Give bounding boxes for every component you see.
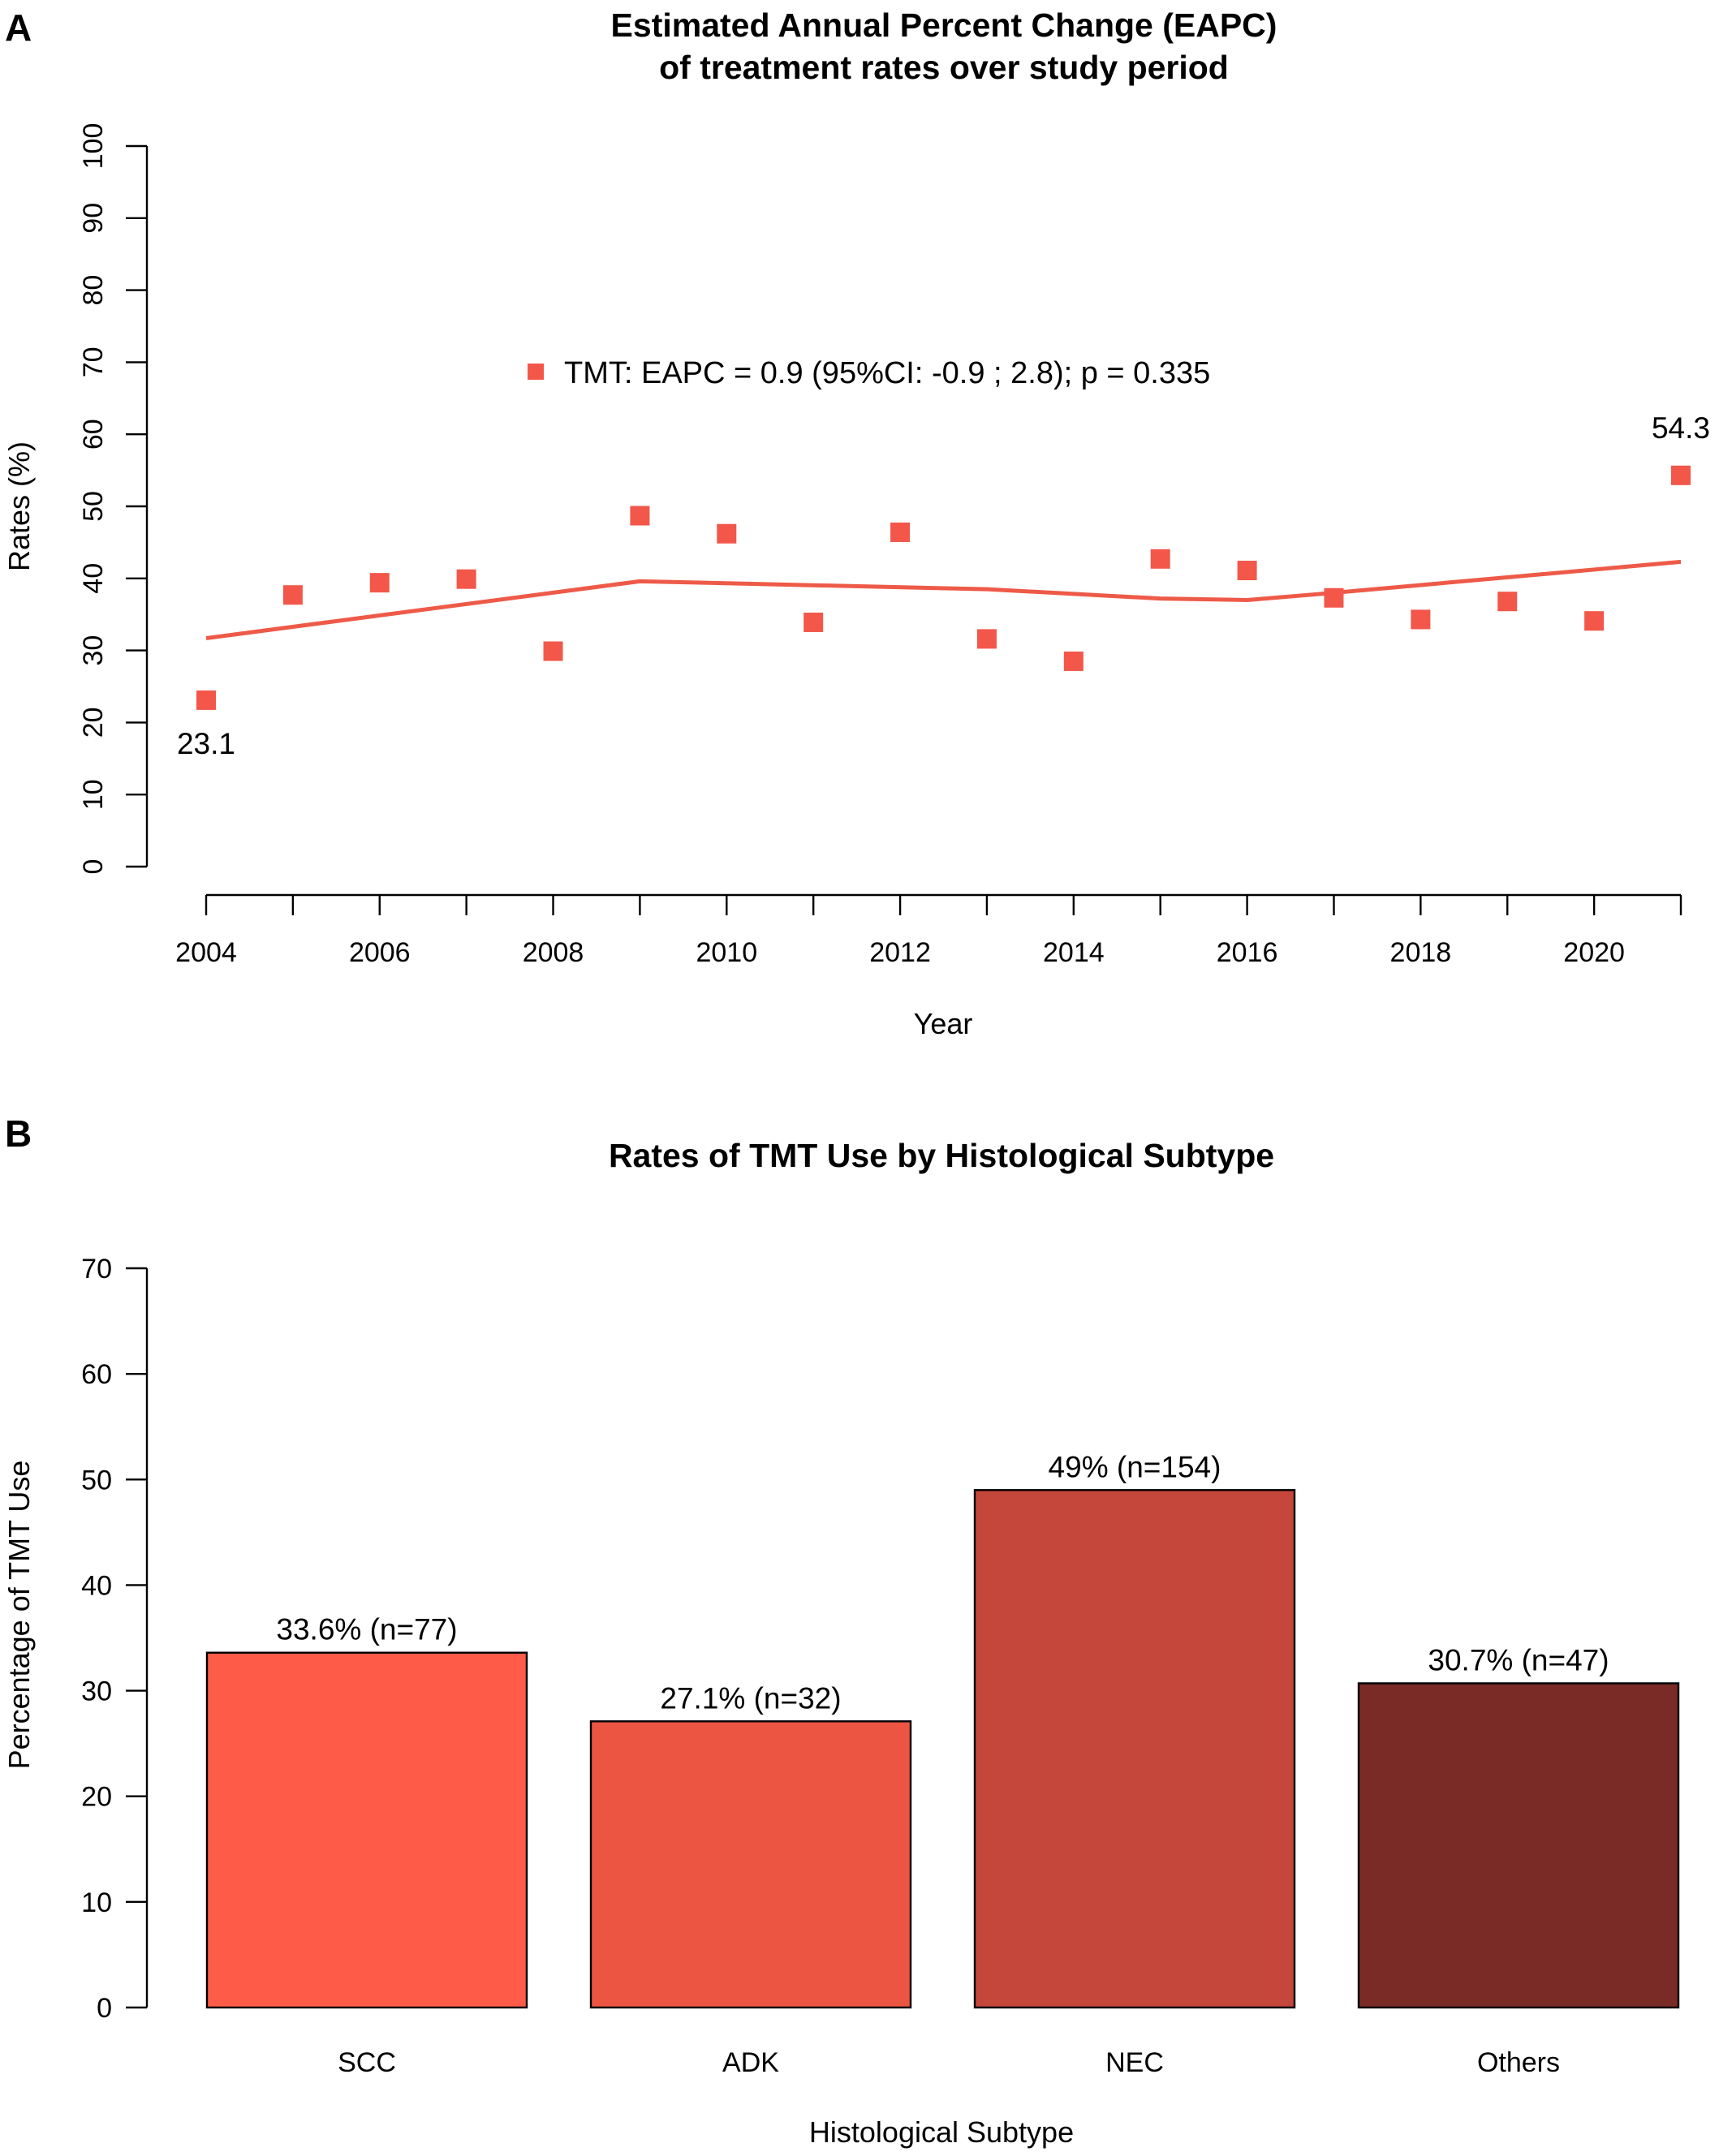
panel-a-data-point [456,569,476,589]
panel-a-y-tick-label: 70 [78,346,109,377]
panel-a-data-point [282,585,303,605]
panel-a-x-tick-label: 2008 [523,937,584,968]
panel-a-x-tick-label: 2020 [1563,937,1625,968]
panel-a-y-tick-label: 30 [78,635,109,666]
panel-a-y-tick-label: 0 [78,859,109,875]
panel-a-data-point [1324,587,1344,608]
panel-a-y-axis-label: Rates (%) [2,441,36,571]
panel-a-data-point [803,612,824,632]
panel-a-annotation: 23.1 [177,727,235,760]
panel-a-points [196,465,1691,710]
panel-a-legend-text: TMT: EAPC = 0.9 (95%CI: -0.9 ; 2.8); p =… [564,356,1210,390]
panel-a-y-tick-label: 10 [78,779,109,810]
panel-a-data-point [1497,592,1518,612]
panel-a-x-ticks: 2004 2006 2008 2010 2012 2014 2016 2018 2020 [175,895,1682,968]
panel-a-y-tick-label: 60 [78,419,109,450]
panel-a-data-point [717,523,737,544]
panel-b-bar-label: 33.6% (n=77) [276,1613,457,1646]
panel-b-y-ticks: 0 10 20 30 40 50 60 70 [81,1254,147,2024]
panel-a-title-line-1: Estimated Annual Percent Change (EAPC) [611,6,1277,44]
panel-b-y-tick-label: 30 [81,1676,112,1707]
panel-b-y-tick-label: 20 [81,1782,112,1813]
panel-b-title: Rates of TMT Use by Histological Subtype [609,1137,1274,1174]
panel-b-y-tick-label: 0 [97,1993,112,2024]
panel-a-data-point [1150,549,1170,569]
panel-a-x-tick-label: 2014 [1043,937,1105,968]
panel-a-x-axis-label: Year [914,1007,973,1040]
panel-a-y-tick-label: 100 [78,123,109,170]
panel-b-bar-scc [205,1651,528,2009]
panel-b-y-tick-label: 50 [81,1465,112,1495]
panel-a-y-tick-label: 80 [78,275,109,306]
panel-b-bar-labels: 33.6% (n=77) 27.1% (n=32) 49% (n=154) 30.7%… [276,1450,1609,1715]
panel-b-bars [205,1489,1680,2009]
panel-a-annotation: 54.3 [1652,411,1710,445]
panel-a-data-point [1671,465,1691,485]
panel-a-data-point [1063,651,1084,671]
panel-a-data-point [369,573,390,593]
panel-b-bar-label: 49% (n=154) [1049,1450,1221,1483]
panel-b-y-tick-label: 60 [81,1359,112,1390]
panel-a-y-tick-label: 40 [78,563,109,594]
panel-b-category-label: NEC [1105,2047,1164,2078]
panel-a-legend: TMT: EAPC = 0.9 (95%CI: -0.9 ; 2.8); p =… [528,356,1210,390]
panel-a-data-point [1584,611,1605,631]
panel-a-trend-line [205,559,1682,640]
panel-b-bar-adk [589,1720,912,2009]
panel-b-x-axis-label: Histological Subtype [809,2115,1074,2149]
panel-a-annotations: 23.1 54.3 [177,411,1710,760]
panel-b-category-label: SCC [338,2047,396,2078]
panel-a-data-point [890,522,911,542]
panel-b-bar-label: 30.7% (n=47) [1428,1643,1609,1676]
panel-a-data-point [1411,609,1431,630]
panel-b-bar-label: 27.1% (n=32) [660,1681,841,1715]
panel-a-title-line-2: of treatment rates over study period [659,49,1229,86]
panel-a-x-tick-label: 2018 [1390,937,1452,968]
panel-b-y-tick-label: 10 [81,1887,112,1918]
panel-a-data-point [543,641,563,661]
panel-b-y-axis-label: Percentage of TMT Use [2,1461,36,1770]
panel-a-x-tick-label: 2006 [349,937,411,968]
panel-a-data-point [630,506,650,526]
panel-a-data-point [1237,561,1257,581]
panel-a-letter: A [5,6,32,49]
panel-a-y-ticks: 0 10 20 30 40 50 60 70 80 90 100 [78,123,147,875]
panel-a: A Estimated Annual Percent Change (EAPC)… [2,6,1710,1040]
panel-a-legend-marker [528,364,544,380]
panel-a-data-point [196,690,216,710]
panel-b-bar-nec [973,1489,1296,2009]
panel-b-y-tick-label: 70 [81,1254,112,1285]
panel-a-data-point [976,629,997,649]
panel-b-category-label: ADK [722,2047,779,2078]
panel-b-y-tick-label: 40 [81,1570,112,1601]
panel-a-y-tick-label: 90 [78,203,109,234]
panel-b-letter: B [5,1112,32,1155]
panel-a-x-tick-label: 2004 [175,937,237,968]
panel-b-bar-others [1357,1682,1680,2009]
panel-a-x-tick-label: 2016 [1217,937,1278,968]
panel-a-x-tick-label: 2012 [869,937,931,968]
panel-a-y-tick-label: 20 [78,707,109,738]
panel-a-y-tick-label: 50 [78,491,109,522]
panel-a-x-tick-label: 2010 [696,937,757,968]
panel-b-category-label: Others [1477,2047,1560,2078]
panel-b-category-labels: SCC ADK NEC Others [338,2047,1560,2078]
panel-b: B Rates of TMT Use by Histological Subty… [2,1112,1680,2149]
